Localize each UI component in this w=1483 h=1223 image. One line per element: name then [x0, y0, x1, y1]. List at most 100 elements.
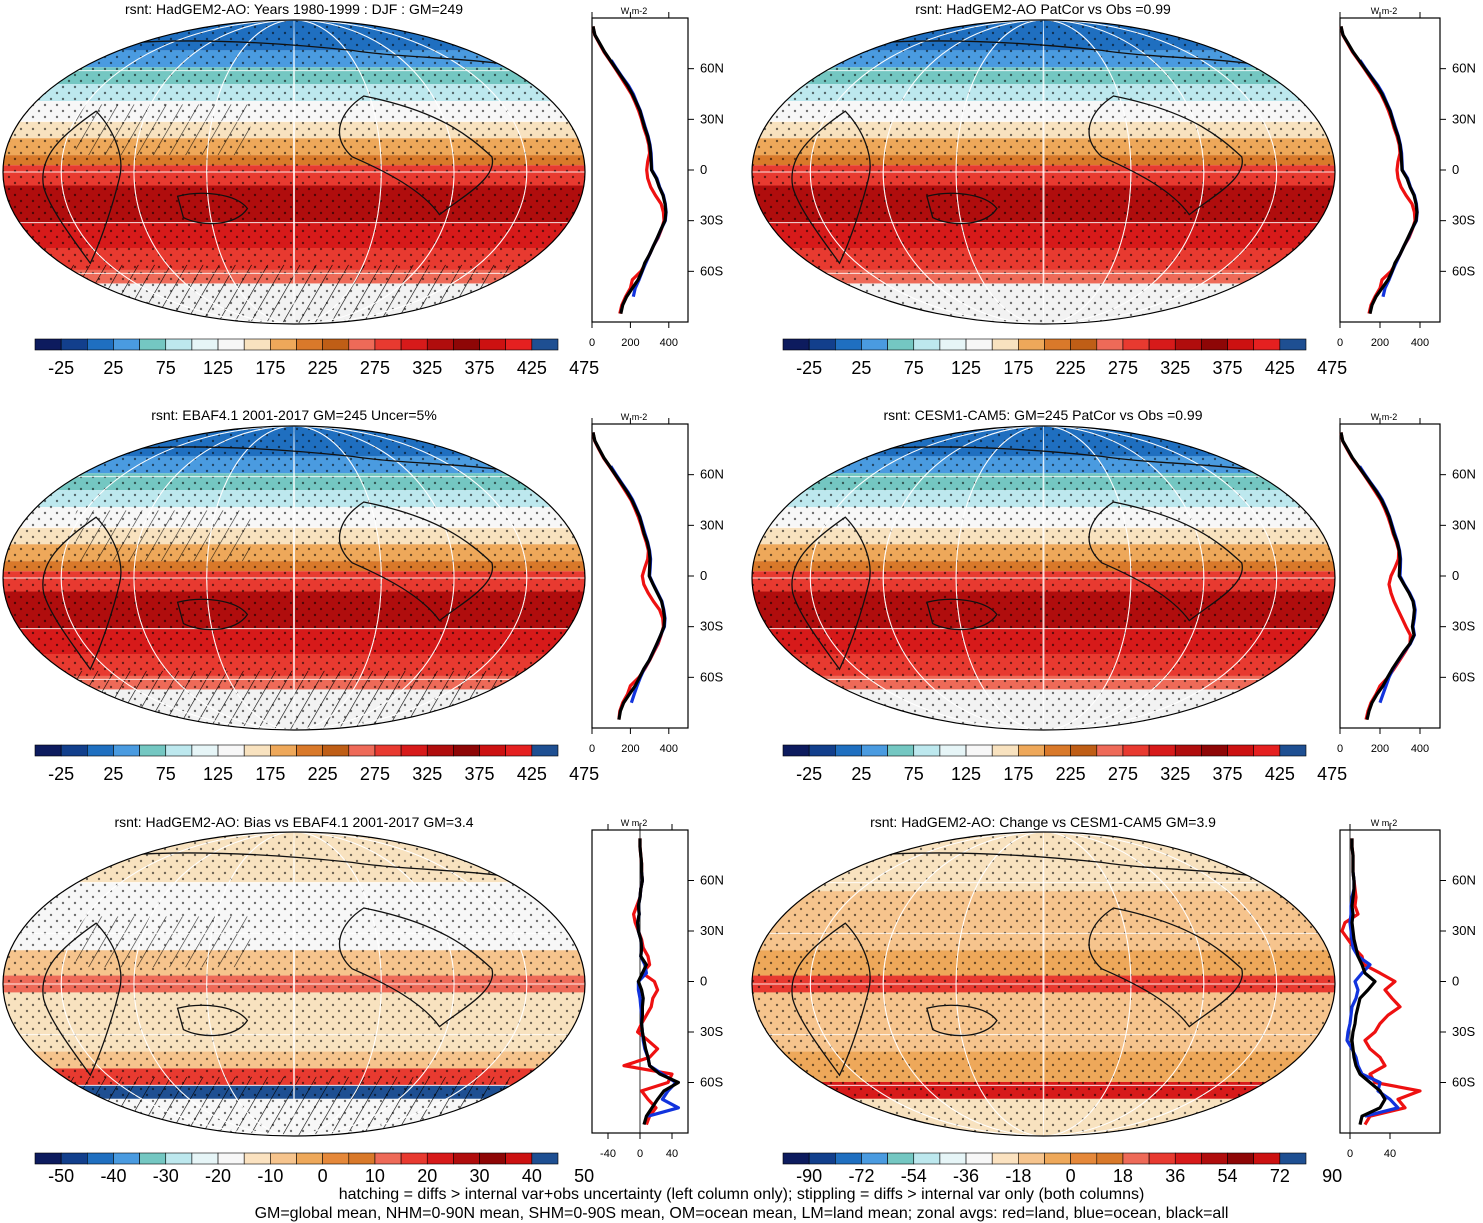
- zonal-ytick-label: 60S: [1452, 1075, 1475, 1090]
- colorbar-box: [1201, 338, 1228, 351]
- coastline-3: [926, 598, 998, 631]
- zonal-ytick-label: 0: [1452, 568, 1459, 583]
- coastline-1: [791, 922, 871, 1077]
- colorbar-box: [322, 744, 350, 757]
- zonal-ytick-label: 60S: [700, 1075, 723, 1090]
- map: [752, 426, 1335, 730]
- colorbar-box: [887, 744, 915, 757]
- coastline-2: [338, 501, 494, 622]
- graticule-lon: [206, 832, 382, 1136]
- zonal-mean-panel: W m-2 0 200 400 60N 30N 0 30S 60S: [1337, 6, 1476, 349]
- colorbar-box: [400, 1152, 428, 1165]
- colorbar-label: 375: [465, 764, 495, 784]
- zonal-mean-panel: W m-2 0 200 400 60N 30N 0 30S 60S: [589, 6, 724, 349]
- colorbar-box: [808, 744, 836, 757]
- colorbar-box: [34, 744, 62, 757]
- colorbar-label: 375: [465, 358, 495, 378]
- zonal-line-all: [1339, 26, 1419, 314]
- colorbar-box: [60, 338, 88, 351]
- colorbar-box: [1174, 744, 1202, 757]
- colorbar-label: 18: [1113, 1166, 1133, 1186]
- colorbar-label: -90: [796, 1166, 822, 1186]
- colorbar: -25 25 75 125 175 225 275 325 375 425 475: [782, 744, 1347, 784]
- colorbar-box: [1253, 338, 1281, 351]
- zonal-ytick-label: 30S: [1452, 213, 1475, 228]
- colorbar-label: 425: [517, 358, 547, 378]
- colorbar-label: 425: [1265, 358, 1295, 378]
- zonal-xtick-label: 40: [1384, 1148, 1396, 1160]
- panel-5: rsnt: HadGEM2-AO: Bias vs EBAF4.1 2001-2…: [2, 814, 724, 1186]
- colorbar-box: [1044, 338, 1071, 351]
- colorbar-label: 325: [412, 358, 442, 378]
- zonal-xtick-label: 0: [637, 1148, 643, 1160]
- zonal-mean-panel: W m-2 0 200 400 60N 30N 0 30S 60S: [1337, 412, 1476, 755]
- colorbar: -25 25 75 125 175 225 275 325 375 425 475: [34, 744, 599, 784]
- colorbar-label: 175: [1003, 764, 1033, 784]
- colorbar-label: -72: [848, 1166, 874, 1186]
- colorbar-box: [1279, 744, 1307, 757]
- zonal-units: W m-2: [1371, 412, 1398, 422]
- colorbar-box: [834, 338, 862, 351]
- zonal-ytick-label: 30S: [700, 1024, 723, 1039]
- coastline-3: [176, 1004, 249, 1037]
- zonal-ytick-label: 30N: [700, 923, 724, 938]
- colorbar-box: [505, 1152, 533, 1165]
- coastline-2: [1088, 907, 1243, 1028]
- graticule-lon: [809, 426, 1278, 730]
- colorbar-label: 475: [569, 764, 599, 784]
- colorbar-label: 72: [1270, 1166, 1290, 1186]
- colorbar-box: [1148, 1152, 1176, 1165]
- zonal-ytick-label: 60S: [700, 263, 723, 278]
- colorbar-label: 125: [203, 358, 233, 378]
- colorbar-label: -25: [796, 358, 822, 378]
- map-border: [2, 425, 586, 731]
- zonal-ytick-label: 30S: [1452, 1024, 1475, 1039]
- colorbar-box: [1096, 744, 1124, 757]
- colorbar-box: [453, 744, 480, 757]
- colorbar-label: -25: [796, 764, 822, 784]
- zonal-xtick-label: -40: [600, 1148, 616, 1160]
- colorbar-box: [400, 744, 428, 757]
- graticule-lon: [882, 426, 1205, 730]
- colorbar-label: 75: [904, 358, 924, 378]
- colorbar-label: 125: [203, 764, 233, 784]
- zonal-line-all: [591, 26, 668, 314]
- colorbar-box: [1096, 1152, 1124, 1165]
- colorbar-label: 475: [569, 358, 599, 378]
- colorbar-label: 325: [1160, 358, 1190, 378]
- graticule-lon: [809, 20, 1278, 324]
- colorbar-label: -40: [100, 1166, 126, 1186]
- colorbar-box: [296, 744, 323, 757]
- colorbar-box: [374, 744, 402, 757]
- colorbar: -25 25 75 125 175 225 275 325 375 425 475: [782, 338, 1347, 378]
- footnote-hatching: hatching = diffs > internal var+obs unce…: [338, 1186, 1145, 1203]
- colorbar-label: 10: [365, 1166, 385, 1186]
- zonal-mean-panel: W m-2 -40 0 40 60N 30N 0 30S 60S: [591, 818, 724, 1160]
- colorbar-box: [217, 338, 245, 351]
- coastline-3: [176, 192, 249, 225]
- colorbar-box: [400, 338, 428, 351]
- colorbar-label: 25: [103, 358, 123, 378]
- panel-title: rsnt: HadGEM2-AO: Bias vs EBAF4.1 2001-2…: [114, 814, 473, 830]
- colorbar-box: [87, 1152, 114, 1165]
- colorbar-box: [217, 744, 245, 757]
- colorbar-box: [270, 1152, 297, 1165]
- colorbar-label: 275: [360, 764, 390, 784]
- panel-4: rsnt: CESM1-CAM5: GM=245 PatCor vs Obs =…: [751, 407, 1476, 784]
- colorbar-box: [1279, 1152, 1307, 1165]
- panel-title: rsnt: HadGEM2-AO PatCor vs Obs =0.99: [915, 1, 1171, 17]
- zonal-ytick-label: 60S: [1452, 669, 1475, 684]
- zonal-line-all: [1339, 432, 1416, 720]
- colorbar-box: [139, 744, 167, 757]
- colorbar-box: [1122, 744, 1150, 757]
- zonal-line-ocean: [1345, 871, 1400, 1118]
- colorbar-box: [808, 1152, 836, 1165]
- map-border: [2, 831, 586, 1137]
- zonal-units: W m-2: [1371, 818, 1398, 828]
- zonal-xtick-label: 0: [1337, 337, 1343, 349]
- colorbar-box: [165, 1152, 193, 1165]
- colorbar-box: [296, 1152, 323, 1165]
- coastline-2: [338, 907, 494, 1028]
- zonal-ytick-label: 60N: [1452, 61, 1476, 76]
- zonal-xtick-label: 200: [1371, 743, 1389, 755]
